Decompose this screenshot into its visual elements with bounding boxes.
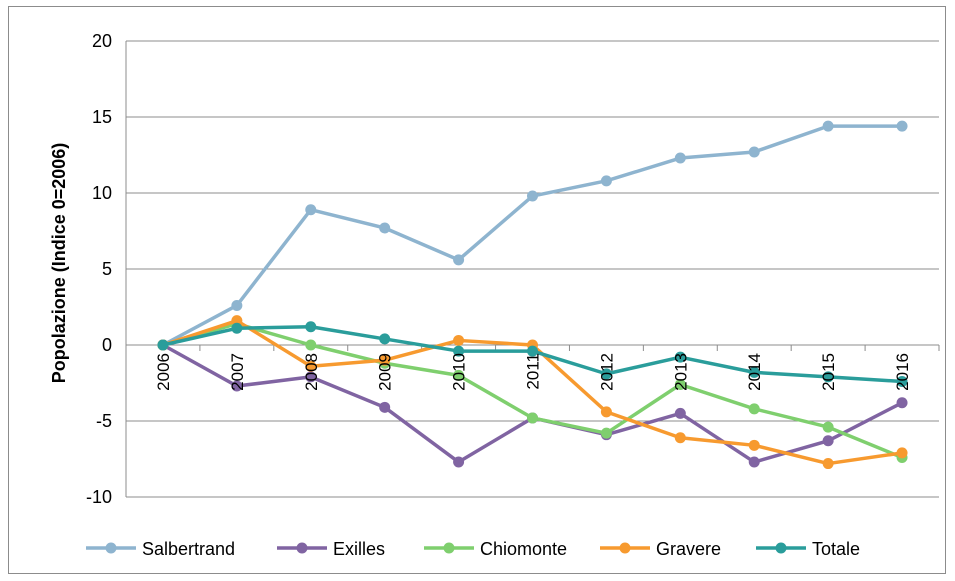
legend-label-exilles: Exilles bbox=[333, 539, 385, 559]
x-tick-label: 2014 bbox=[745, 353, 764, 391]
data-point-chiomonte bbox=[674, 379, 686, 391]
legend-marker-exilles bbox=[296, 542, 308, 554]
legend-marker-chiomonte bbox=[443, 542, 455, 554]
data-point-gravere bbox=[305, 360, 317, 372]
data-point-salbertrand bbox=[453, 254, 465, 266]
data-point-gravere bbox=[674, 432, 686, 444]
legend-marker-salbertrand bbox=[105, 542, 117, 554]
data-point-exilles bbox=[453, 456, 465, 468]
y-tick-label: 15 bbox=[92, 107, 112, 127]
legend-label-totale: Totale bbox=[812, 539, 860, 559]
data-point-gravere bbox=[379, 354, 391, 366]
legend-marker-gravere bbox=[619, 542, 631, 554]
data-point-totale bbox=[157, 339, 169, 351]
data-point-totale bbox=[305, 321, 317, 333]
data-point-exilles bbox=[748, 456, 760, 468]
data-point-salbertrand bbox=[305, 204, 317, 216]
data-point-gravere bbox=[600, 406, 612, 418]
data-point-gravere bbox=[822, 458, 834, 470]
x-tick-label: 2006 bbox=[154, 353, 173, 391]
data-point-totale bbox=[748, 366, 760, 378]
data-point-gravere bbox=[231, 315, 243, 327]
y-tick-label: -5 bbox=[96, 411, 112, 431]
x-tick-label: 2009 bbox=[376, 353, 395, 391]
data-point-salbertrand bbox=[674, 152, 686, 164]
x-tick-label: 2012 bbox=[597, 353, 616, 391]
data-point-salbertrand bbox=[527, 190, 538, 202]
data-point-exilles bbox=[305, 371, 317, 383]
data-point-totale bbox=[231, 322, 243, 334]
data-point-totale bbox=[527, 345, 538, 357]
y-axis-title: Popolazione (Indice 0=2006) bbox=[49, 143, 69, 384]
y-tick-label: 5 bbox=[102, 259, 112, 279]
x-tick-label: 2011 bbox=[524, 353, 543, 390]
data-point-totale bbox=[674, 351, 686, 363]
data-point-exilles bbox=[231, 380, 243, 392]
x-tick-label: 2010 bbox=[450, 353, 469, 391]
series-line-salbertrand bbox=[162, 124, 903, 347]
data-point-totale bbox=[600, 368, 612, 380]
data-point-salbertrand bbox=[231, 299, 243, 311]
data-point-totale bbox=[822, 371, 834, 383]
x-tick-label: 2007 bbox=[228, 353, 247, 391]
data-point-chiomonte bbox=[305, 339, 317, 351]
legend-label-salbertrand: Salbertrand bbox=[142, 539, 235, 559]
data-point-gravere bbox=[748, 439, 760, 451]
data-point-gravere bbox=[896, 447, 908, 459]
data-point-chiomonte bbox=[527, 412, 538, 424]
y-tick-label: -10 bbox=[86, 487, 112, 507]
data-point-chiomonte bbox=[748, 403, 760, 415]
chart-frame: 20 15 10 5 0 -5 -10 2006 2007 2008 2009 2010 2011 201… bbox=[8, 6, 946, 574]
data-point-exilles bbox=[822, 435, 834, 447]
x-tick-label: 2015 bbox=[819, 353, 838, 391]
data-point-gravere bbox=[453, 334, 465, 346]
data-point-salbertrand bbox=[600, 175, 612, 187]
data-point-totale bbox=[453, 345, 465, 357]
data-point-salbertrand bbox=[896, 120, 908, 132]
x-tick-label: 2013 bbox=[671, 353, 690, 391]
legend-label-chiomonte: Chiomonte bbox=[480, 539, 567, 559]
y-tick-label: 10 bbox=[92, 183, 112, 203]
legend-label-gravere: Gravere bbox=[656, 539, 721, 559]
legend-marker-totale bbox=[775, 542, 787, 554]
x-tick-label: 2016 bbox=[893, 353, 912, 391]
data-point-chiomonte bbox=[822, 421, 834, 433]
data-point-exilles bbox=[379, 401, 391, 413]
y-tick-label: 0 bbox=[102, 335, 112, 355]
data-point-exilles bbox=[674, 407, 686, 419]
x-tick-label: 2008 bbox=[302, 353, 321, 391]
y-tick-label: 20 bbox=[92, 31, 112, 51]
data-point-totale bbox=[379, 333, 391, 345]
data-point-chiomonte bbox=[600, 427, 612, 439]
data-point-exilles bbox=[896, 397, 908, 409]
data-point-salbertrand bbox=[748, 146, 760, 158]
data-point-salbertrand bbox=[379, 222, 391, 234]
data-point-totale bbox=[896, 375, 908, 387]
data-point-chiomonte bbox=[453, 369, 465, 381]
data-point-salbertrand bbox=[822, 120, 834, 132]
